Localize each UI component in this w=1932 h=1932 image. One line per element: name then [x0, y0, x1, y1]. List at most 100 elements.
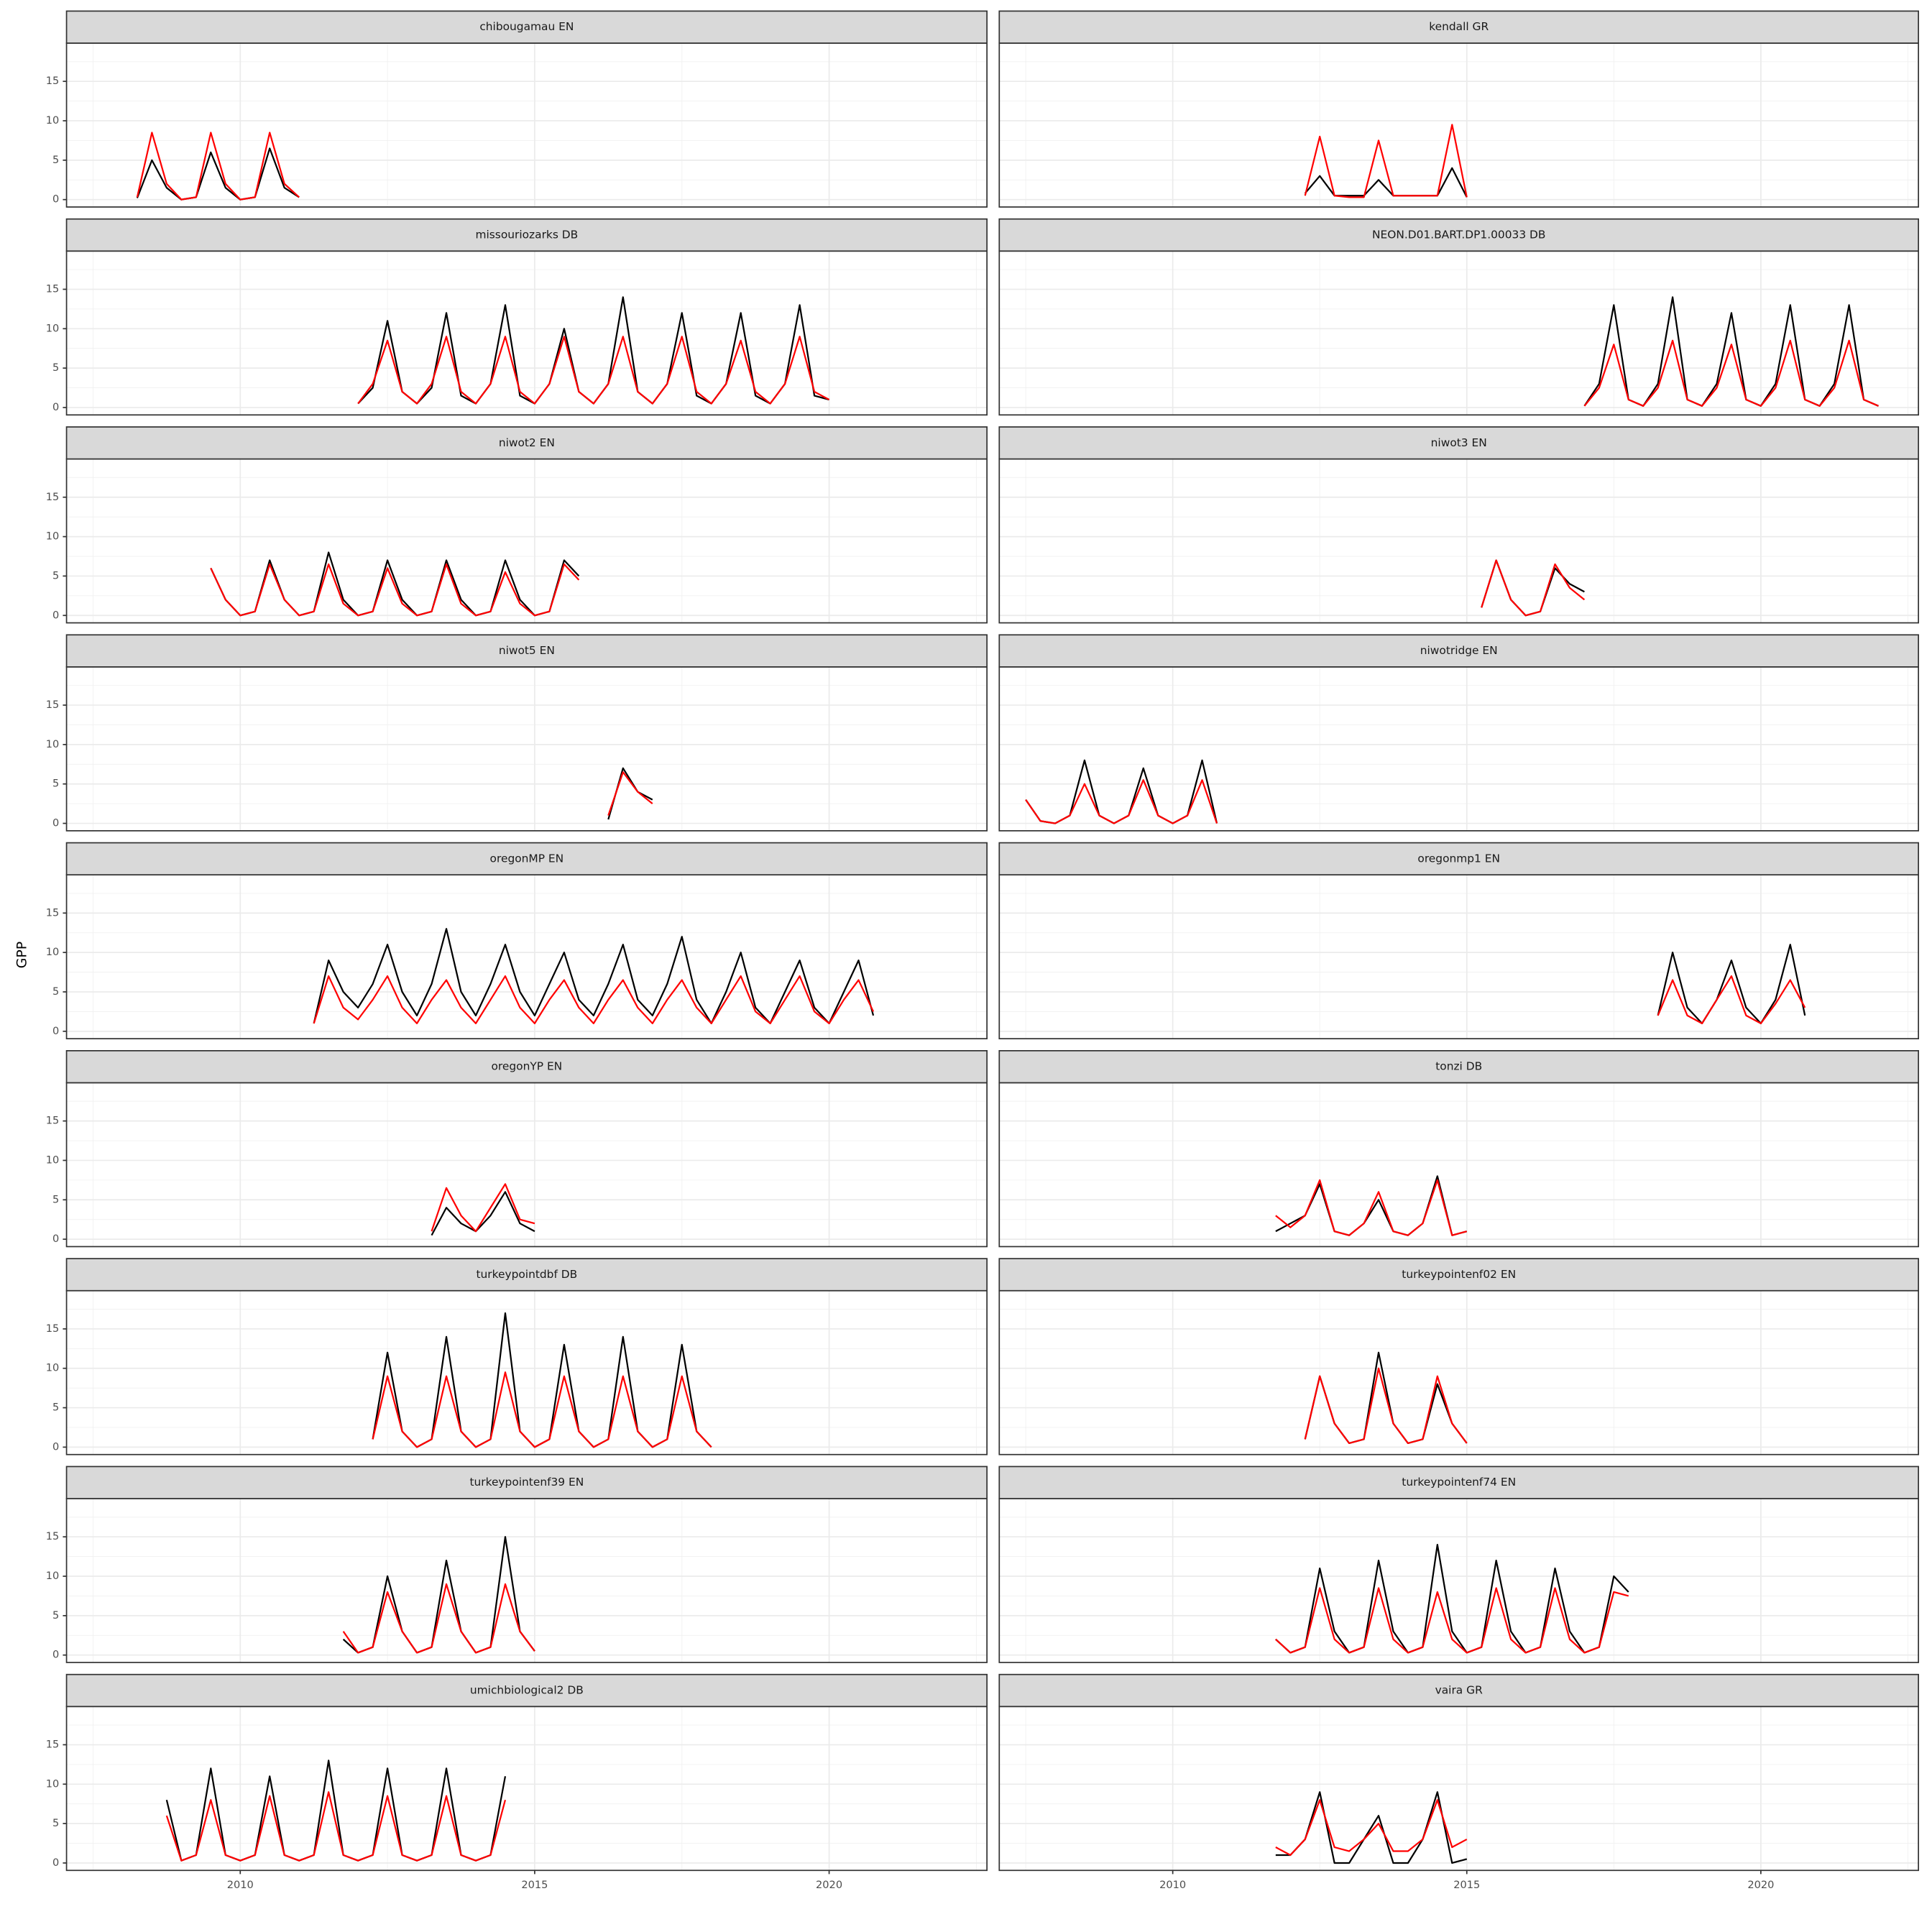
y-tick-label: 15	[46, 282, 60, 295]
y-tick-label: 15	[46, 1530, 60, 1542]
strip-title: vaira GR	[1435, 1683, 1483, 1696]
y-tick-label: 10	[46, 530, 60, 543]
series-line	[342, 1583, 535, 1654]
y-tick-label: 10	[46, 1362, 60, 1374]
series-line	[210, 551, 580, 617]
y-tick-label: 0	[52, 1233, 59, 1245]
y-tick-label: 5	[52, 1193, 59, 1205]
strip	[65, 1050, 988, 1084]
x-tick-label: 2020	[1747, 1879, 1774, 1891]
strip	[998, 1050, 1919, 1084]
y-tick-label: 5	[52, 154, 59, 166]
panel: oregonMP EN 0 5 10 15	[46, 842, 988, 1039]
panel: turkeypointdbf DB 0 5 10 15	[46, 1258, 988, 1455]
panel: tonzi DB	[998, 1050, 1919, 1248]
panel: missouriozarks DB 0 5 10 15	[46, 218, 988, 416]
series-line	[1275, 1179, 1468, 1236]
y-tick-label: 5	[52, 362, 59, 374]
strip	[998, 1673, 1919, 1708]
y-tick-label: 15	[46, 75, 60, 87]
series-line	[165, 1760, 507, 1862]
series-line	[1304, 1367, 1468, 1445]
x-tick-label: 2015	[521, 1879, 548, 1891]
y-tick-label: 10	[46, 114, 60, 126]
y-tick-label: 15	[46, 1738, 60, 1750]
y-tick-label: 10	[46, 322, 60, 334]
x-tick-label: 2010	[1159, 1879, 1186, 1891]
series-line	[431, 1183, 535, 1233]
panel: oregonmp1 EN	[998, 842, 1919, 1039]
y-tick-label: 0	[52, 401, 59, 413]
y-tick-label: 15	[46, 1115, 60, 1127]
series-line	[1304, 167, 1468, 198]
series-line	[136, 132, 300, 201]
y-tick-label: 15	[46, 491, 60, 503]
panel-background	[999, 666, 1919, 831]
panel-background	[999, 1499, 1919, 1662]
strip-title: kendall GR	[1429, 20, 1489, 33]
panel: turkeypointenf39 EN 0 5 10 15	[46, 1466, 988, 1663]
panel-background	[999, 1706, 1919, 1871]
strip	[65, 1673, 988, 1708]
series-line	[1275, 1587, 1629, 1654]
strip-title: niwot5 EN	[499, 644, 555, 657]
strip-title: niwot3 EN	[1431, 436, 1487, 449]
y-tick-label: 0	[52, 1649, 59, 1661]
strip-title: niwot2 EN	[499, 436, 555, 449]
y-tick-label: 0	[52, 609, 59, 621]
series-line	[210, 563, 580, 617]
panel-background	[66, 251, 988, 415]
strip	[65, 1258, 988, 1292]
y-tick-label: 5	[52, 778, 59, 790]
y-tick-label: 0	[52, 817, 59, 829]
y-tick-label: 5	[52, 985, 59, 998]
y-tick-label: 0	[52, 1440, 59, 1453]
series-line	[1583, 339, 1879, 407]
strip	[65, 10, 988, 44]
strip	[65, 218, 988, 252]
strip-title: niwotridge EN	[1420, 644, 1498, 657]
strip-title: turkeypointdbf DB	[476, 1268, 577, 1281]
y-tick-label: 10	[46, 1777, 60, 1790]
y-tick-label: 10	[46, 1570, 60, 1582]
strip	[998, 634, 1919, 668]
panel-background	[66, 459, 988, 623]
strip-title: umichbiological2 DB	[470, 1683, 584, 1696]
panel-background	[66, 666, 988, 831]
series-line	[1275, 1544, 1629, 1654]
strip-title: chibougamau EN	[479, 20, 574, 33]
panel-background	[66, 1499, 988, 1662]
panel: niwot5 EN 0 5 10 15	[46, 634, 988, 832]
strip	[65, 426, 988, 460]
panel: kendall GR	[998, 10, 1919, 208]
series-line	[136, 147, 300, 201]
series-line	[431, 1191, 535, 1236]
strip	[998, 1466, 1919, 1499]
strip	[998, 426, 1919, 460]
strip-title: oregonmp1 EN	[1417, 852, 1500, 865]
panel-background	[66, 43, 988, 207]
y-tick-label: 5	[52, 1817, 59, 1829]
y-tick-label: 5	[52, 1402, 59, 1414]
panel: oregonYP EN 0 5 10 15	[46, 1050, 988, 1248]
series-line	[1657, 944, 1806, 1024]
strip	[65, 634, 988, 668]
y-tick-label: 0	[52, 1857, 59, 1869]
panel: turkeypointenf02 EN	[998, 1258, 1919, 1455]
panel-background	[66, 1706, 988, 1871]
series-line	[372, 1371, 712, 1448]
y-tick-label: 5	[52, 569, 59, 581]
series-line	[313, 928, 875, 1024]
strip-title: tonzi DB	[1435, 1060, 1482, 1073]
panel-background	[999, 459, 1919, 623]
series-line	[607, 771, 653, 816]
y-axis-label: GPP	[14, 942, 29, 968]
series-line	[165, 1791, 507, 1862]
strip-title: oregonYP EN	[491, 1060, 562, 1073]
series-line	[1481, 559, 1586, 617]
strip-title: oregonMP EN	[490, 852, 564, 865]
y-tick-label: 0	[52, 1025, 59, 1037]
strip-title: turkeypointenf39 EN	[469, 1476, 584, 1489]
y-tick-label: 15	[46, 1322, 60, 1335]
